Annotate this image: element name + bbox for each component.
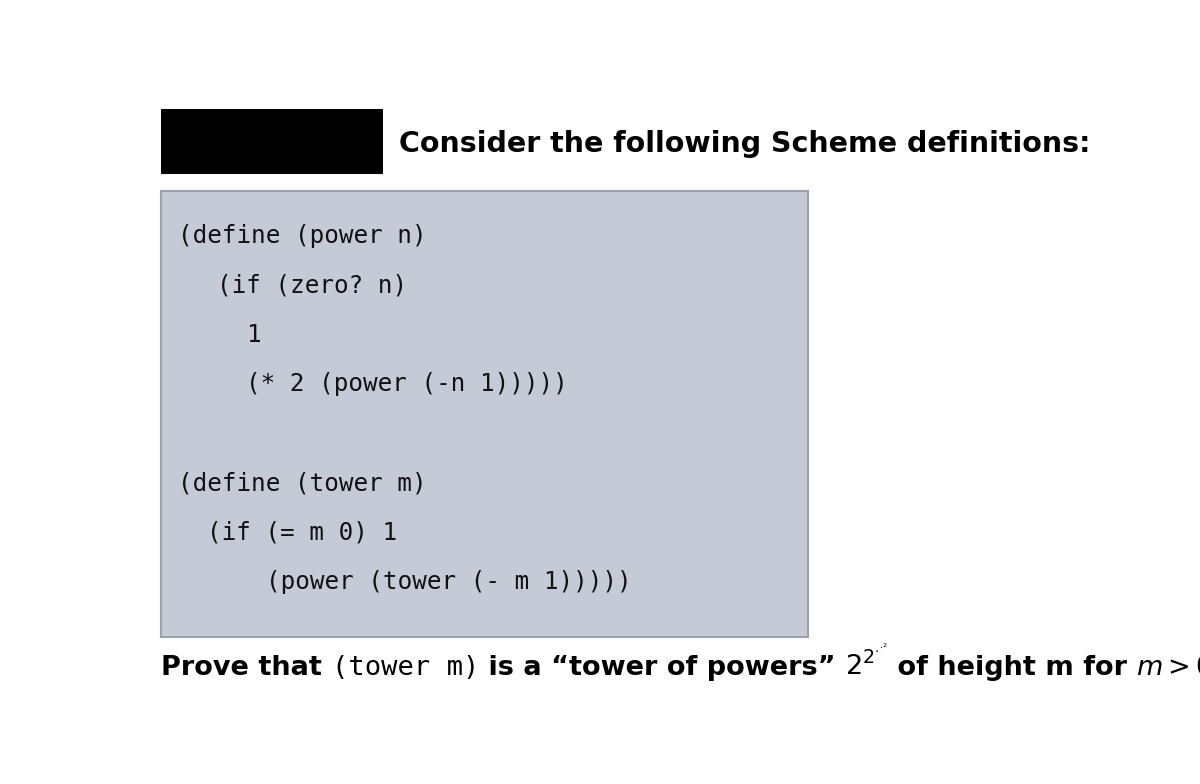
Text: is a “tower of powers”: is a “tower of powers” <box>479 655 845 681</box>
Text: Prove that: Prove that <box>161 655 331 681</box>
Text: (if (= m 0) 1: (if (= m 0) 1 <box>208 521 397 545</box>
Text: Consider the following Scheme definitions:: Consider the following Scheme definition… <box>400 129 1091 158</box>
Text: (tower m): (tower m) <box>331 655 479 681</box>
Text: (power (tower (- m 1))))): (power (tower (- m 1))))) <box>265 571 631 594</box>
Text: $2^{2^{\cdot^{\cdot^{2}}}}$: $2^{2^{\cdot^{\cdot^{2}}}}$ <box>845 645 888 681</box>
Text: (define (tower m): (define (tower m) <box>178 471 426 495</box>
Text: (if (zero? n): (if (zero? n) <box>217 274 407 297</box>
FancyBboxPatch shape <box>161 108 383 174</box>
Text: of height m for: of height m for <box>888 655 1136 681</box>
Text: (define (power n): (define (power n) <box>178 224 426 248</box>
Text: (* 2 (power (-n 1))))): (* 2 (power (-n 1))))) <box>246 372 568 397</box>
FancyBboxPatch shape <box>161 191 808 637</box>
Text: $m > 0$: $m > 0$ <box>1136 655 1200 681</box>
Text: 1: 1 <box>246 323 260 347</box>
